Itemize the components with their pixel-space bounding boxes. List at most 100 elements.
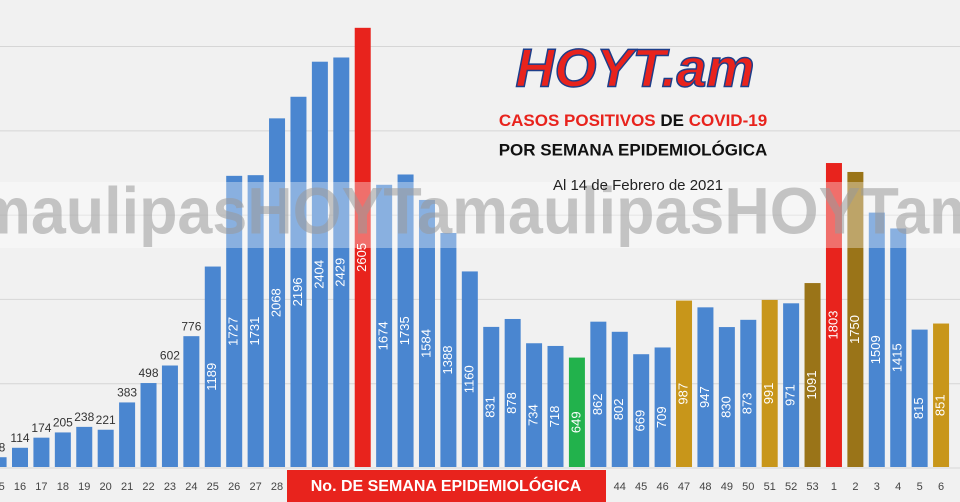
bar [397, 174, 414, 467]
value-label: 991 [761, 383, 776, 405]
x-tick-label: 50 [742, 481, 754, 493]
x-tick-label: 44 [614, 481, 626, 493]
value-label: 947 [697, 386, 712, 408]
bar [483, 326, 500, 467]
bar [697, 307, 714, 467]
value-label: 878 [504, 392, 519, 414]
bar [611, 331, 628, 467]
value-label: 2196 [290, 277, 305, 306]
value-label: 1160 [461, 365, 476, 393]
value-label: 1750 [847, 315, 862, 344]
value-label: 1735 [397, 316, 412, 345]
x-tick-label: 20 [100, 481, 112, 493]
date-note: Al 14 de Febrero de 2021 [553, 177, 723, 194]
value-label: 971 [783, 384, 798, 406]
bar [354, 27, 371, 468]
bar [247, 175, 264, 467]
x-tick-label: 21 [121, 481, 133, 493]
bar [911, 329, 928, 467]
value-label: 1091 [804, 371, 819, 400]
bar [890, 228, 907, 467]
value-label: 649 [568, 411, 583, 433]
value-label: 174 [31, 421, 51, 435]
x-tick-label: 47 [678, 481, 690, 493]
x-tick-label: 15 [0, 481, 5, 493]
value-label: 831 [483, 396, 498, 418]
x-axis-label: No. DE SEMANA EPIDEMIOLÓGICA [311, 476, 582, 495]
value-label: 734 [526, 404, 541, 426]
bar [718, 327, 735, 467]
bar [204, 266, 221, 467]
x-tick-label: 48 [699, 481, 711, 493]
x-tick-label: 22 [142, 481, 154, 493]
bar [590, 321, 607, 467]
value-label: 58 [0, 440, 6, 454]
value-label: 2068 [268, 288, 283, 317]
bar [633, 354, 650, 467]
bar [783, 303, 800, 467]
watermark: maulipasHOYTamaulipasHOYTam [0, 173, 960, 247]
bar [376, 184, 393, 467]
bar [33, 437, 50, 467]
bar [526, 343, 543, 467]
value-label: 1388 [440, 346, 455, 375]
value-label: 709 [654, 406, 669, 428]
x-tick-label: 5 [917, 481, 923, 493]
x-tick-label: 23 [164, 481, 176, 493]
x-tick-label: 3 [874, 481, 880, 493]
bar [461, 271, 478, 467]
x-tick-label: 49 [721, 481, 733, 493]
value-label: 1803 [825, 311, 840, 340]
value-label: 205 [53, 416, 73, 430]
bar [825, 163, 842, 468]
subtitle: POR SEMANA EPIDEMIOLÓGICA [499, 140, 768, 159]
value-label: 1509 [868, 335, 883, 364]
title-part: DE [660, 111, 684, 130]
value-label: 221 [96, 413, 116, 427]
x-tick-label: 27 [249, 481, 261, 493]
bar [0, 457, 7, 467]
x-tick-label: 28 [271, 481, 283, 493]
bar [183, 336, 200, 467]
x-tick-label: 19 [78, 481, 90, 493]
value-label: 718 [547, 406, 562, 428]
x-tick-label: 4 [895, 481, 901, 493]
bar [161, 365, 178, 467]
bar [440, 232, 457, 467]
xlabel-banner [287, 470, 606, 502]
chart-title: CASOS POSITIVOS DE COVID-19 [499, 111, 767, 130]
value-label: 802 [611, 399, 626, 421]
logo: HOYT.am [515, 38, 754, 98]
x-tick-label: 6 [938, 481, 944, 493]
value-label: 238 [74, 410, 94, 424]
value-label: 1415 [890, 343, 905, 372]
bar [76, 426, 93, 467]
x-tick-label: 25 [207, 481, 219, 493]
value-label: 602 [160, 349, 180, 363]
value-label: 1674 [376, 321, 391, 350]
x-tick-label: 18 [57, 481, 69, 493]
x-tick-label: 2 [852, 481, 858, 493]
value-label: 1189 [204, 363, 219, 391]
value-label: 1584 [418, 329, 433, 358]
bar [140, 383, 157, 467]
value-label: 830 [718, 396, 733, 418]
bar [12, 447, 28, 467]
bar [97, 429, 114, 467]
bar [311, 61, 328, 468]
value-label: 669 [633, 410, 648, 432]
x-tick-label: 16 [14, 481, 26, 493]
bar [761, 299, 778, 467]
value-label: 987 [675, 383, 690, 405]
bar [54, 432, 71, 467]
bar [568, 357, 585, 467]
bar [804, 283, 821, 467]
bar [933, 323, 950, 467]
bar [676, 300, 693, 467]
x-tick-label: 51 [764, 481, 776, 493]
bar [418, 199, 435, 467]
value-label: 2404 [311, 260, 326, 289]
